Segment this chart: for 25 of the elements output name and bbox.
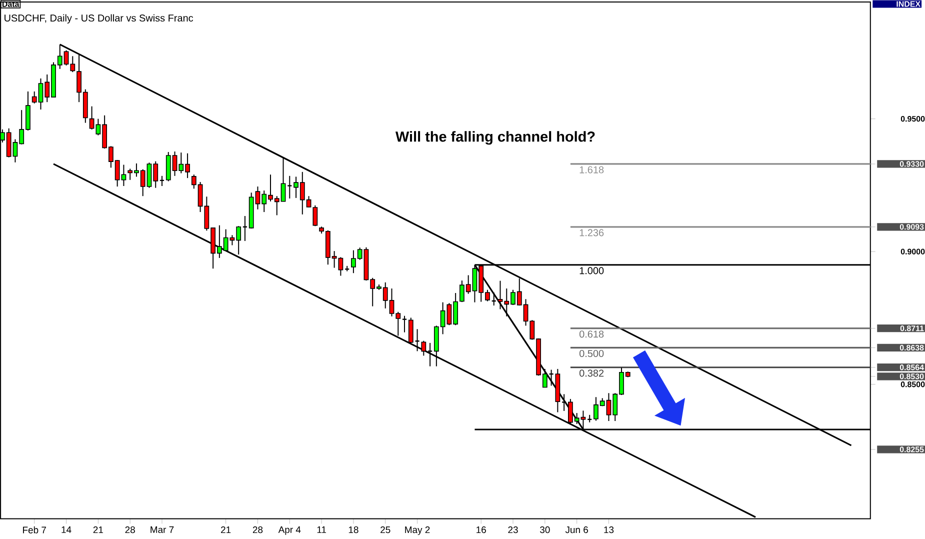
- series-label: 0.382: [579, 369, 604, 376]
- annotation: Will the falling channel hold?: [395, 130, 595, 144]
- x-tick-label: Apr 4: [278, 526, 301, 535]
- x-tick-label: 21: [93, 526, 103, 533]
- series-label: 1.000: [580, 266, 604, 274]
- text: USDCHF, Daily - US Dollar vs Swiss Franc: [4, 14, 194, 24]
- x-tick-label: 14: [62, 526, 72, 533]
- x-tick-label: Jun 6: [565, 526, 588, 533]
- series-label: 0.500: [579, 350, 604, 357]
- series-label: 1.618: [580, 166, 604, 174]
- x-tick-label: 11: [317, 526, 326, 533]
- x-tick-label: 13: [604, 526, 614, 533]
- x-tick-label: 16: [476, 526, 486, 533]
- series-label: 1.236: [580, 228, 604, 236]
- x-tick-label: May 2: [405, 526, 430, 535]
- x-tick-label: 23: [508, 526, 518, 533]
- x-tick-label: 28: [125, 526, 135, 533]
- x-tick-label: Mar 7: [150, 526, 174, 533]
- x-tick-label: 28: [252, 526, 263, 533]
- x-tick-label: 18: [348, 526, 358, 533]
- x-tick-label: Feb 7: [23, 526, 46, 534]
- x-tick-label: 21: [221, 526, 231, 533]
- x-tick-label: 25: [380, 526, 390, 533]
- series-label: 0.618: [579, 330, 604, 338]
- x-tick-label: 30: [540, 526, 550, 533]
